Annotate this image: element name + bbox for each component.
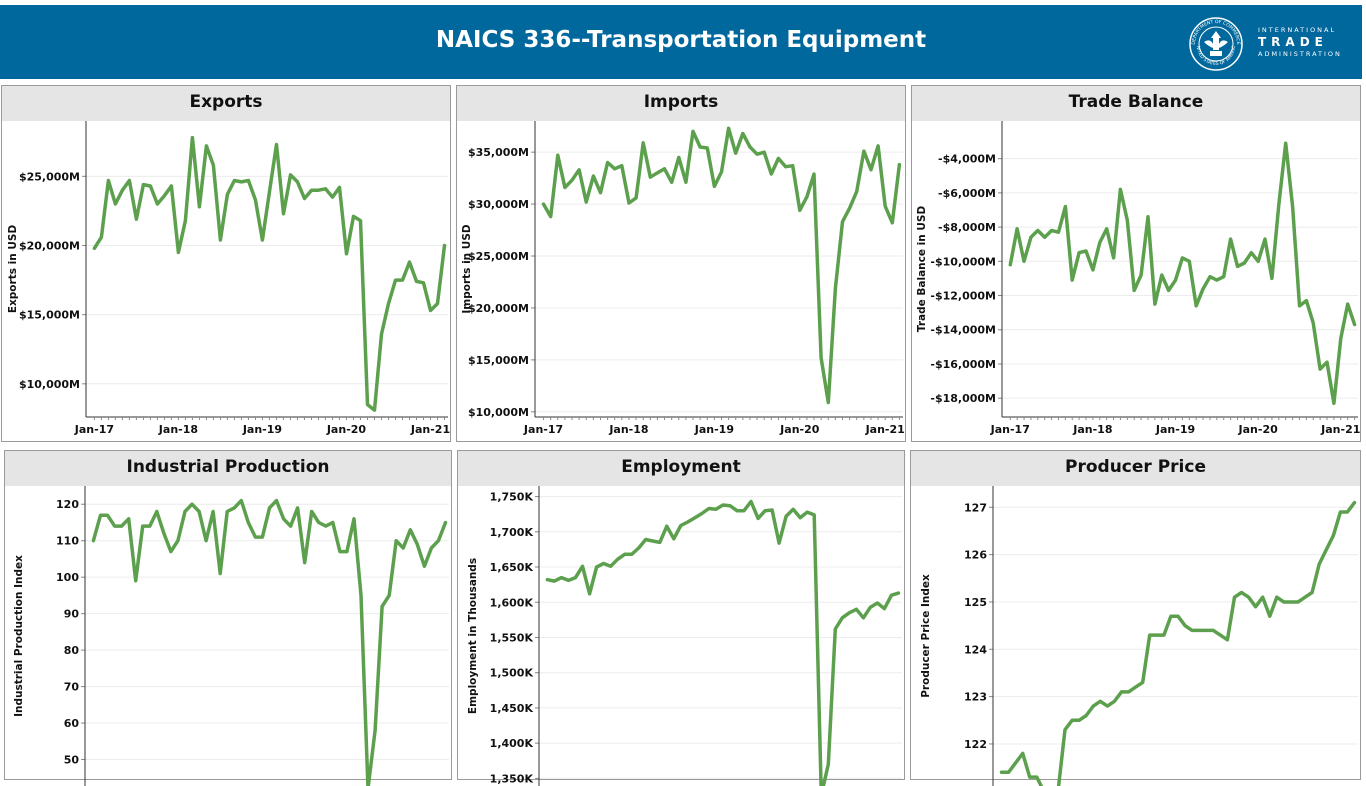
x-tick-label: Jan-21 [410, 423, 450, 436]
header-bar: NAICS 336--Transportation Equipment DEPA… [0, 5, 1362, 79]
y-tick-label: 1,700K [490, 526, 534, 539]
y-tick-label: 125 [964, 596, 987, 609]
x-tick-label: Jan-20 [1238, 423, 1279, 436]
y-tick-label: $10,000M [19, 378, 80, 391]
y-tick-label: 90 [64, 608, 80, 621]
y-tick-label: -$6,000M [938, 187, 996, 200]
ita-line2: TRADE [1258, 35, 1342, 49]
y-axis-title: Trade Balance in USD [916, 206, 928, 333]
employment-chart: 1,750K 1,700K 1,650K 1,600K 1,550K 1,500K 1,45… [458, 486, 904, 786]
y-tick-label: 127 [964, 501, 987, 514]
y-tick-label: 124 [964, 643, 987, 656]
x-tick-label: Jan-18 [608, 423, 648, 436]
x-tick-label: Jan-17 [74, 423, 114, 436]
x-tick-label: Jan-19 [694, 423, 734, 436]
y-tick-label: $15,000M [468, 354, 529, 367]
y-tick-label: $20,000M [19, 239, 80, 252]
y-axis-title: Employment in Thousands [467, 558, 479, 714]
y-tick-label: 120 [56, 498, 79, 511]
y-tick-label: 70 [64, 681, 80, 694]
exports-chart: $25,000M $20,000M $15,000M $10,000M Jan-17 Ja… [2, 121, 450, 441]
industrial-production-panel: Industrial Production 120 110 100 90 80 70 60 5… [4, 450, 452, 780]
x-tick-label: Jan-20 [779, 423, 820, 436]
producer-price-panel-title: Producer Price [911, 451, 1360, 486]
y-tick-label: $15,000M [19, 309, 80, 322]
series-line [94, 138, 444, 411]
trade-balance-chart: -$4,000M -$6,000M -$8,000M -$10,000M -$12,00… [912, 121, 1360, 441]
y-tick-label: -$8,000M [938, 221, 996, 234]
y-tick-label: $25,000M [19, 170, 80, 183]
y-tick-label: $30,000M [468, 198, 529, 211]
series-line [93, 501, 445, 786]
producer-price-chart: 127126125124123122121Producer Price Inde… [911, 486, 1360, 786]
trade-balance-panel: Trade Balance -$4,000M-$6,000M-$8,000M-$… [911, 85, 1361, 442]
y-axis-title: Industrial Production Index [13, 555, 25, 717]
y-tick-label: 1,500K [490, 667, 534, 680]
imports-panel-title: Imports [457, 86, 905, 121]
y-tick-label: 1,600K [490, 596, 534, 609]
y-tick-label: $20,000M [468, 302, 529, 315]
producer-price-panel: Producer Price 127126125124123122121Prod… [910, 450, 1361, 780]
y-axis-title: Producer Price Index [920, 574, 932, 698]
employment-panel-title: Employment [458, 451, 904, 486]
exports-panel-title: Exports [2, 86, 450, 121]
y-tick-label: 50 [64, 754, 80, 767]
y-axis-title: Exports in USD [7, 225, 19, 314]
x-tick-label: Jan-19 [1155, 423, 1195, 436]
y-tick-label: -$4,000M [938, 153, 996, 166]
commerce-seal-icon: DEPARTMENT OF COMMERCE UNITED STATES OF … [1188, 16, 1244, 72]
x-tick-label: Jan-21 [1320, 423, 1360, 436]
industrial-production-chart: 120 110 100 90 80 70 60 50 Industrial Production… [5, 486, 451, 786]
y-tick-label: 1,400K [490, 737, 534, 750]
x-tick-label: Jan-20 [326, 423, 367, 436]
trade-balance-panel-title: Trade Balance [912, 86, 1360, 121]
y-tick-label: 1,350K [490, 772, 534, 785]
imports-chart: $35,000M $30,000M $25,000M $20,000M $15,000M… [457, 121, 905, 441]
y-tick-label: 1,750K [490, 491, 534, 504]
x-tick-label: Jan-18 [1072, 423, 1112, 436]
y-tick-label: 110 [56, 535, 79, 548]
y-tick-label: 122 [964, 738, 987, 751]
x-tick-label: Jan-17 [523, 423, 563, 436]
y-tick-label: $35,000M [468, 146, 529, 159]
x-tick-label: Jan-17 [990, 423, 1030, 436]
series-line [544, 128, 900, 402]
y-tick-label: 1,450K [490, 702, 534, 715]
y-tick-label: 1,550K [490, 631, 534, 644]
y-axis-title: Imports in USD [461, 224, 473, 313]
employment-panel: Employment 1,750K 1,700K 1,650K 1,600K 1,550… [457, 450, 905, 780]
x-tick-label: Jan-21 [865, 423, 905, 436]
ita-line3: ADMINISTRATION [1258, 49, 1342, 59]
imports-panel: Imports $35,000M $30,000M $25,000M $20,000M… [456, 85, 906, 442]
ita-wordmark: INTERNATIONAL TRADE ADMINISTRATION [1258, 25, 1342, 59]
y-tick-label: $10,000M [468, 406, 529, 419]
y-tick-label: 1,650K [490, 561, 534, 574]
y-tick-label: -$14,000M [930, 324, 996, 337]
y-tick-label: 100 [56, 571, 79, 584]
y-tick-label: -$10,000M [930, 255, 996, 268]
x-tick-label: Jan-18 [158, 423, 198, 436]
exports-panel: Exports $25,000M $20,000M $15,000M $10,000M… [1, 85, 451, 442]
page-title: NAICS 336--Transportation Equipment [0, 5, 1362, 79]
industrial-production-panel-title: Industrial Production [5, 451, 451, 486]
y-tick-label: -$18,000M [930, 392, 996, 405]
y-tick-label: 60 [64, 717, 80, 730]
y-tick-label: $25,000M [468, 250, 529, 263]
y-tick-label: -$16,000M [930, 358, 996, 371]
x-tick-label: Jan-19 [242, 423, 282, 436]
y-tick-label: 126 [964, 549, 987, 562]
y-tick-label: 80 [64, 644, 80, 657]
y-tick-label: 123 [964, 691, 987, 704]
y-tick-label: -$12,000M [930, 290, 996, 303]
ita-line1: INTERNATIONAL [1258, 25, 1342, 35]
